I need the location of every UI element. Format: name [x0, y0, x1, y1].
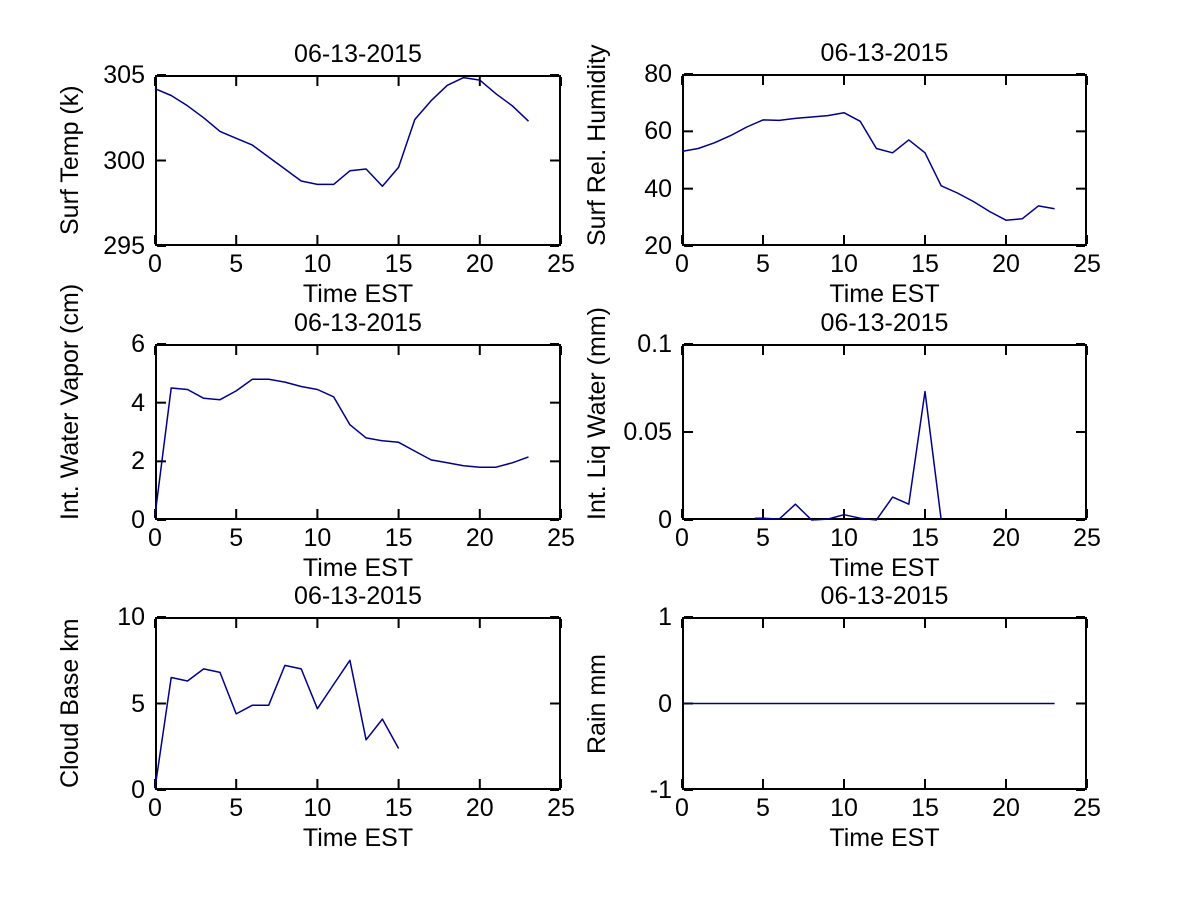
x-axis-label: Time EST	[302, 554, 414, 582]
y-axis-label: Surf Rel. Humidity	[583, 44, 611, 246]
x-tick-label: 25	[1073, 524, 1101, 552]
plot-canvas-rel-humidity	[681, 73, 1088, 247]
x-tick-label: 20	[992, 250, 1020, 278]
x-tick-label: 10	[830, 524, 858, 552]
subplot-rel-humidity: 06-13-2015 Surf Rel. Humidity Time EST 0…	[583, 39, 1101, 308]
y-tick-label: 80	[644, 60, 672, 88]
x-tick-label: 20	[992, 524, 1020, 552]
x-axis-label: Time EST	[829, 280, 940, 308]
x-axis-label: Time EST	[829, 554, 940, 582]
plot-canvas-water-vapor	[154, 343, 562, 521]
x-tick-label: 5	[229, 794, 244, 822]
x-tick-label: 5	[756, 794, 770, 822]
subplot-liq-water: 06-13-2015 Int. Liq Water (mm) Time EST …	[583, 307, 1101, 582]
x-tick-label: 20	[465, 250, 494, 278]
plot-title: 06-13-2015	[820, 582, 949, 610]
y-tick-label: 60	[644, 117, 672, 146]
x-tick-label: 5	[229, 524, 244, 552]
y-tick-label: 0	[131, 506, 145, 534]
y-tick-label: 295	[103, 232, 145, 260]
y-tick-label: 0	[131, 776, 145, 804]
x-axis-label: Time EST	[829, 824, 940, 852]
x-tick-label: 20	[465, 524, 494, 552]
x-axis-label: Time EST	[302, 824, 414, 852]
x-tick-label: 10	[830, 250, 858, 278]
plot-title: 06-13-2015	[294, 582, 422, 610]
x-tick-label: 25	[547, 250, 575, 278]
x-tick-label: 5	[756, 524, 770, 552]
x-tick-label: 10	[303, 250, 332, 278]
y-axis-label: Int. Water Vapor (cm)	[56, 283, 84, 520]
x-tick-label: 25	[547, 794, 575, 822]
x-tick-label: 25	[1073, 250, 1101, 278]
subplot-rain: 06-13-2015 Rain mm Time EST 0 5 10 15 20 25 -1…	[583, 582, 1101, 852]
x-tick-label: 10	[303, 524, 332, 552]
plot-title: 06-13-2015	[820, 309, 949, 337]
x-tick-label: 15	[384, 794, 413, 822]
x-tick-label: 0	[675, 794, 689, 822]
x-tick-label: 10	[303, 794, 332, 822]
x-tick-label: 15	[911, 250, 939, 278]
plot-canvas-surf-temp	[154, 74, 562, 247]
x-axis-label: Time EST	[302, 280, 414, 308]
plot-canvas-cloud-base	[154, 616, 562, 791]
x-tick-label: 25	[1073, 794, 1101, 822]
y-tick-label: 40	[644, 174, 672, 203]
plot-canvas-rain	[681, 616, 1088, 791]
x-tick-label: 5	[229, 250, 244, 278]
y-tick-label: 4	[131, 388, 145, 417]
x-tick-label: 15	[911, 524, 939, 552]
x-tick-label: 10	[830, 794, 858, 822]
plot-canvas-liq-water	[681, 343, 1088, 521]
x-tick-label: 25	[547, 524, 575, 552]
y-tick-label: 0.1	[637, 330, 672, 358]
y-tick-label: 10	[117, 603, 145, 631]
plot-title: 06-13-2015	[294, 309, 422, 337]
x-tick-label: 20	[992, 794, 1020, 822]
x-tick-label: 0	[148, 524, 162, 552]
x-tick-label: 15	[911, 794, 939, 822]
y-tick-label: 1	[658, 603, 672, 631]
y-tick-label: 0	[658, 689, 672, 718]
subplot-surf-temp: 06-13-2015 Surf Temp (k) Time EST 0 5 10 15…	[56, 40, 575, 308]
x-tick-label: 15	[384, 524, 413, 552]
x-tick-label: 0	[148, 794, 162, 822]
y-tick-label: 20	[644, 232, 672, 260]
plot-title: 06-13-2015	[294, 40, 422, 68]
y-tick-label: 6	[131, 330, 145, 358]
y-tick-label: 0	[658, 506, 672, 534]
y-tick-label: 305	[103, 61, 145, 89]
subplot-water-vapor: 06-13-2015 Int. Water Vapor (cm) Time ES…	[56, 284, 575, 582]
y-tick-label: 5	[131, 689, 145, 718]
x-tick-label: 15	[384, 250, 413, 278]
y-tick-label: 2	[131, 447, 145, 476]
y-tick-label: 0.05	[623, 418, 672, 446]
y-tick-label: -1	[649, 776, 672, 804]
y-tick-label: 300	[103, 146, 145, 175]
x-tick-label: 0	[675, 250, 689, 278]
x-tick-label: 0	[675, 524, 689, 552]
plot-title: 06-13-2015	[820, 39, 949, 67]
x-tick-label: 5	[756, 250, 770, 278]
x-tick-label: 20	[465, 794, 494, 822]
subplot-cloud-base: 06-13-2015 Cloud Base km Time EST 0 5 10 15…	[56, 582, 575, 852]
x-tick-label: 0	[148, 250, 162, 278]
